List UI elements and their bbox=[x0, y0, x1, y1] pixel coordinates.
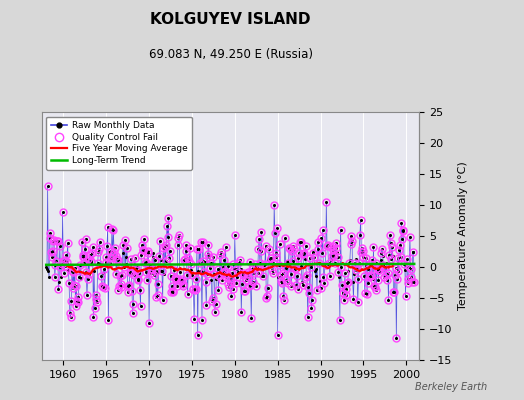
Legend: Raw Monthly Data, Quality Control Fail, Five Year Moving Average, Long-Term Tren: Raw Monthly Data, Quality Control Fail, … bbox=[47, 116, 192, 170]
Text: KOLGUYEV ISLAND: KOLGUYEV ISLAND bbox=[150, 12, 311, 27]
Y-axis label: Temperature Anomaly (°C): Temperature Anomaly (°C) bbox=[458, 162, 468, 310]
Text: Berkeley Earth: Berkeley Earth bbox=[415, 382, 487, 392]
Text: 69.083 N, 49.250 E (Russia): 69.083 N, 49.250 E (Russia) bbox=[149, 48, 312, 61]
